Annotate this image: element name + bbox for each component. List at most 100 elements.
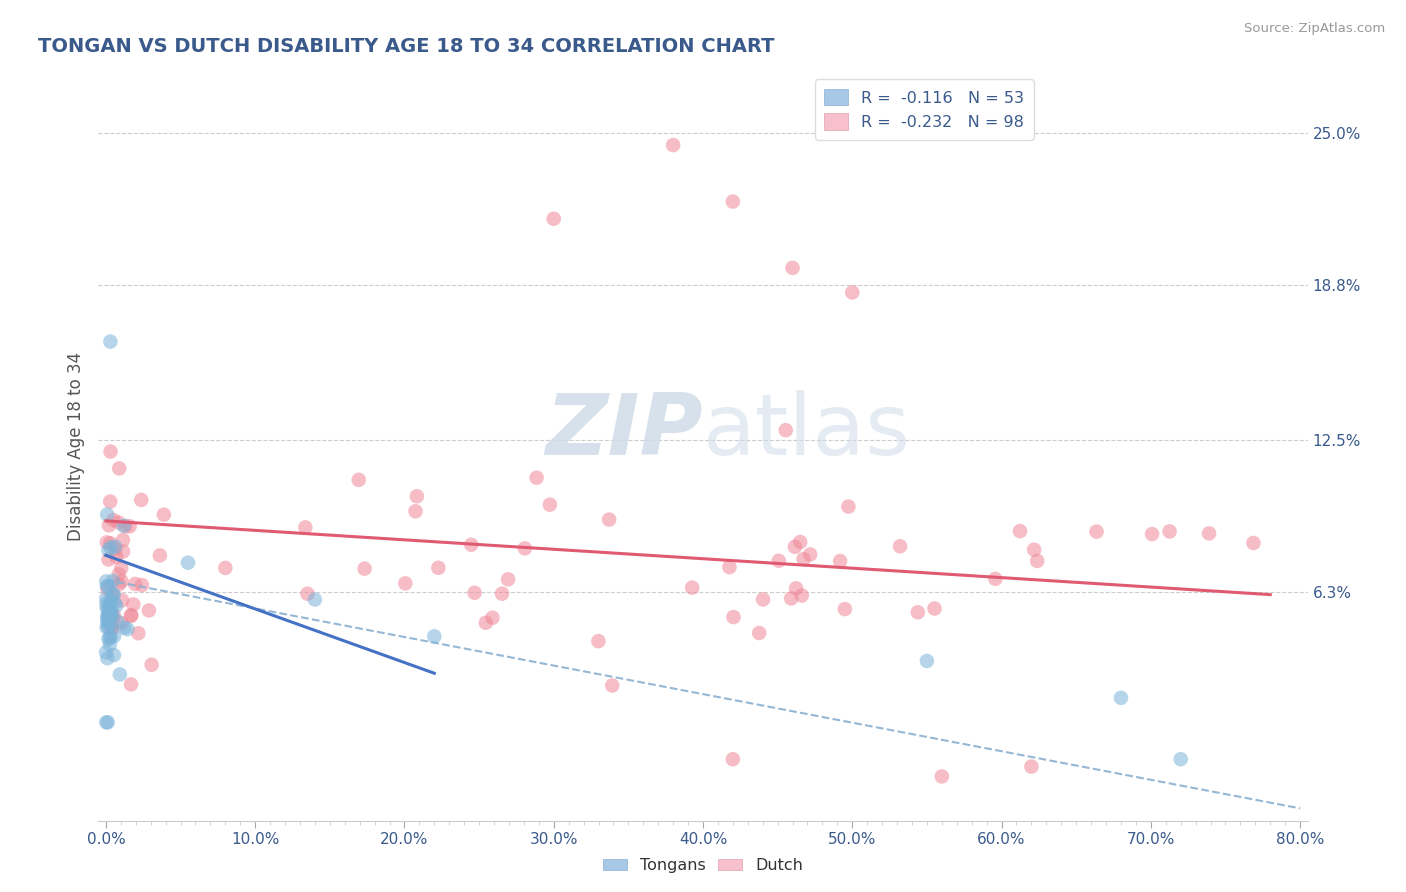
Point xyxy=(931,769,953,783)
Point xyxy=(97,616,120,631)
Point xyxy=(1024,542,1046,557)
Point xyxy=(1140,527,1163,541)
Point xyxy=(110,574,132,589)
Point xyxy=(98,616,121,631)
Point xyxy=(526,471,548,485)
Point xyxy=(1159,524,1181,539)
Point xyxy=(406,489,429,503)
Point xyxy=(481,611,503,625)
Point xyxy=(543,211,565,226)
Point xyxy=(297,587,319,601)
Point xyxy=(100,444,122,458)
Point xyxy=(122,598,145,612)
Point xyxy=(96,535,118,549)
Point xyxy=(107,516,129,530)
Point xyxy=(304,592,326,607)
Point xyxy=(924,601,946,615)
Point xyxy=(108,461,131,475)
Point xyxy=(97,601,120,615)
Point xyxy=(98,609,121,624)
Point xyxy=(1109,690,1132,705)
Point xyxy=(98,600,121,615)
Point xyxy=(97,552,120,566)
Legend: Tongans, Dutch: Tongans, Dutch xyxy=(596,852,810,880)
Point xyxy=(1198,526,1220,541)
Point xyxy=(837,500,859,514)
Point xyxy=(889,539,911,553)
Point xyxy=(98,536,121,550)
Point xyxy=(782,260,804,275)
Point xyxy=(834,602,856,616)
Point xyxy=(104,542,127,557)
Text: atlas: atlas xyxy=(703,390,911,473)
Point xyxy=(129,492,152,507)
Point xyxy=(103,629,125,643)
Point xyxy=(124,577,146,591)
Point xyxy=(789,535,811,549)
Text: Source: ZipAtlas.com: Source: ZipAtlas.com xyxy=(1244,22,1385,36)
Point xyxy=(1021,759,1043,773)
Point xyxy=(101,574,124,588)
Point xyxy=(783,540,806,554)
Point xyxy=(94,645,117,659)
Point xyxy=(785,582,807,596)
Point xyxy=(1170,752,1192,766)
Point xyxy=(103,587,125,601)
Point xyxy=(907,605,929,619)
Point xyxy=(96,579,118,593)
Point xyxy=(98,632,121,646)
Point xyxy=(100,592,122,607)
Point xyxy=(1008,524,1031,538)
Point xyxy=(915,654,938,668)
Point xyxy=(107,567,129,582)
Point xyxy=(460,538,482,552)
Point xyxy=(103,513,125,527)
Point xyxy=(96,596,118,610)
Point xyxy=(118,519,141,533)
Point xyxy=(110,561,132,575)
Point xyxy=(108,577,131,591)
Point xyxy=(108,667,131,681)
Point xyxy=(96,610,118,624)
Point xyxy=(105,549,128,564)
Point xyxy=(120,609,142,624)
Point xyxy=(423,629,446,643)
Point xyxy=(96,620,118,634)
Point xyxy=(600,679,623,693)
Point xyxy=(131,578,153,592)
Point xyxy=(475,615,498,630)
Point xyxy=(98,334,121,349)
Point xyxy=(100,617,122,632)
Point xyxy=(111,533,134,547)
Point xyxy=(101,587,124,601)
Point xyxy=(112,519,135,533)
Point xyxy=(105,599,128,613)
Point xyxy=(138,603,160,617)
Point xyxy=(97,579,120,593)
Point xyxy=(1085,524,1108,539)
Point xyxy=(598,512,620,526)
Point xyxy=(100,621,122,635)
Point xyxy=(96,715,118,730)
Point xyxy=(117,622,139,636)
Point xyxy=(96,508,118,522)
Point xyxy=(294,520,316,534)
Point xyxy=(127,626,149,640)
Point xyxy=(984,572,1007,586)
Point xyxy=(491,587,513,601)
Point xyxy=(394,576,416,591)
Point xyxy=(96,609,118,624)
Point xyxy=(103,607,125,622)
Point xyxy=(793,552,815,566)
Point xyxy=(98,494,121,508)
Point xyxy=(97,543,120,558)
Point xyxy=(96,574,118,589)
Point xyxy=(496,572,519,586)
Point xyxy=(107,615,129,629)
Point xyxy=(103,596,125,610)
Point xyxy=(768,554,790,568)
Point xyxy=(177,556,200,570)
Point xyxy=(97,715,120,730)
Point xyxy=(405,504,427,518)
Point xyxy=(588,634,610,648)
